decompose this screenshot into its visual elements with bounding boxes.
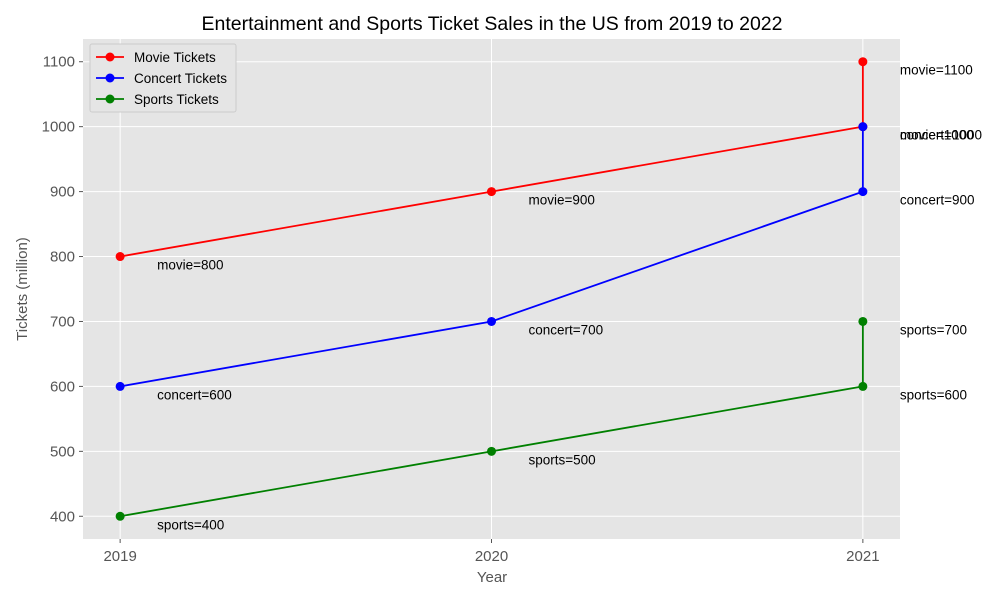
legend-entry-movie-tickets: Movie Tickets bbox=[134, 50, 216, 65]
sports-tickets-point bbox=[115, 511, 125, 521]
sports-tickets-point bbox=[858, 381, 868, 391]
concert-tickets-point bbox=[487, 316, 496, 326]
concert-tickets-line bbox=[119, 126, 864, 388]
legend-swatch-marker bbox=[105, 73, 115, 83]
x-tick-label: 2020 bbox=[475, 548, 508, 565]
x-tick-label: 2019 bbox=[103, 548, 136, 565]
movie-tickets-point bbox=[115, 252, 125, 262]
chart-title: Entertainment and Sports Ticket Sales in… bbox=[202, 13, 783, 35]
legend-box bbox=[89, 43, 237, 113]
y-tick-label: 1100 bbox=[43, 54, 75, 71]
movie-tickets-point bbox=[487, 187, 496, 197]
movie-tickets-data-label: movie=800 bbox=[157, 258, 223, 273]
y-tick-label: 900 bbox=[50, 184, 75, 201]
x-axis-ticks: 2019 2020 2021 bbox=[103, 539, 880, 565]
legend-swatch-marker bbox=[105, 94, 115, 104]
sports-tickets-line bbox=[119, 321, 864, 518]
y-tick-label: 500 bbox=[50, 443, 75, 460]
series-lines bbox=[119, 61, 864, 518]
sports-tickets-data-label: sports=500 bbox=[529, 452, 596, 467]
data-labels: movie=800 movie=900 movie=1000 movie=1100 co… bbox=[157, 63, 982, 533]
concert-tickets-data-label: concert=600 bbox=[157, 387, 232, 402]
concert-tickets-point bbox=[858, 187, 868, 197]
y-tick-label: 400 bbox=[50, 508, 75, 525]
x-axis-label: Year bbox=[477, 569, 507, 586]
movie-tickets-point bbox=[858, 57, 868, 67]
y-tick-label: 600 bbox=[50, 378, 75, 395]
y-tick-label: 700 bbox=[50, 313, 75, 330]
sports-tickets-data-label: sports=700 bbox=[900, 322, 967, 337]
legend-entry-sports-tickets: Sports Tickets bbox=[134, 92, 219, 107]
movie-tickets-data-label: movie=1100 bbox=[900, 63, 973, 78]
sports-tickets-point bbox=[487, 446, 496, 456]
series-points bbox=[115, 57, 868, 521]
y-axis-label: Tickets (million) bbox=[14, 237, 31, 341]
x-tick-label: 2021 bbox=[846, 548, 879, 565]
concert-tickets-data-label: concert=900 bbox=[900, 193, 975, 208]
concert-tickets-point bbox=[115, 381, 125, 391]
legend: Movie Tickets Concert Tickets Sports Ticke… bbox=[89, 43, 237, 113]
concert-tickets-data-label: concert=700 bbox=[529, 322, 604, 337]
movie-tickets-data-label: movie=900 bbox=[529, 193, 595, 208]
sports-tickets-point bbox=[858, 316, 868, 326]
legend-swatch-marker bbox=[105, 52, 115, 62]
y-tick-label: 800 bbox=[50, 249, 75, 266]
y-tick-label: 1000 bbox=[42, 119, 75, 136]
concert-tickets-data-label: concert=1000 bbox=[900, 128, 982, 143]
movie-tickets-data-label: movie=1000 bbox=[900, 128, 974, 143]
y-axis-ticks: 400 500 600 700 800 900 1000 1100 bbox=[42, 54, 83, 525]
sports-tickets-data-label: sports=400 bbox=[157, 517, 224, 532]
legend-entry-concert-tickets: Concert Tickets bbox=[134, 71, 227, 86]
movie-tickets-line bbox=[119, 61, 864, 258]
sports-tickets-data-label: sports=600 bbox=[900, 387, 967, 402]
concert-tickets-point bbox=[858, 122, 868, 132]
